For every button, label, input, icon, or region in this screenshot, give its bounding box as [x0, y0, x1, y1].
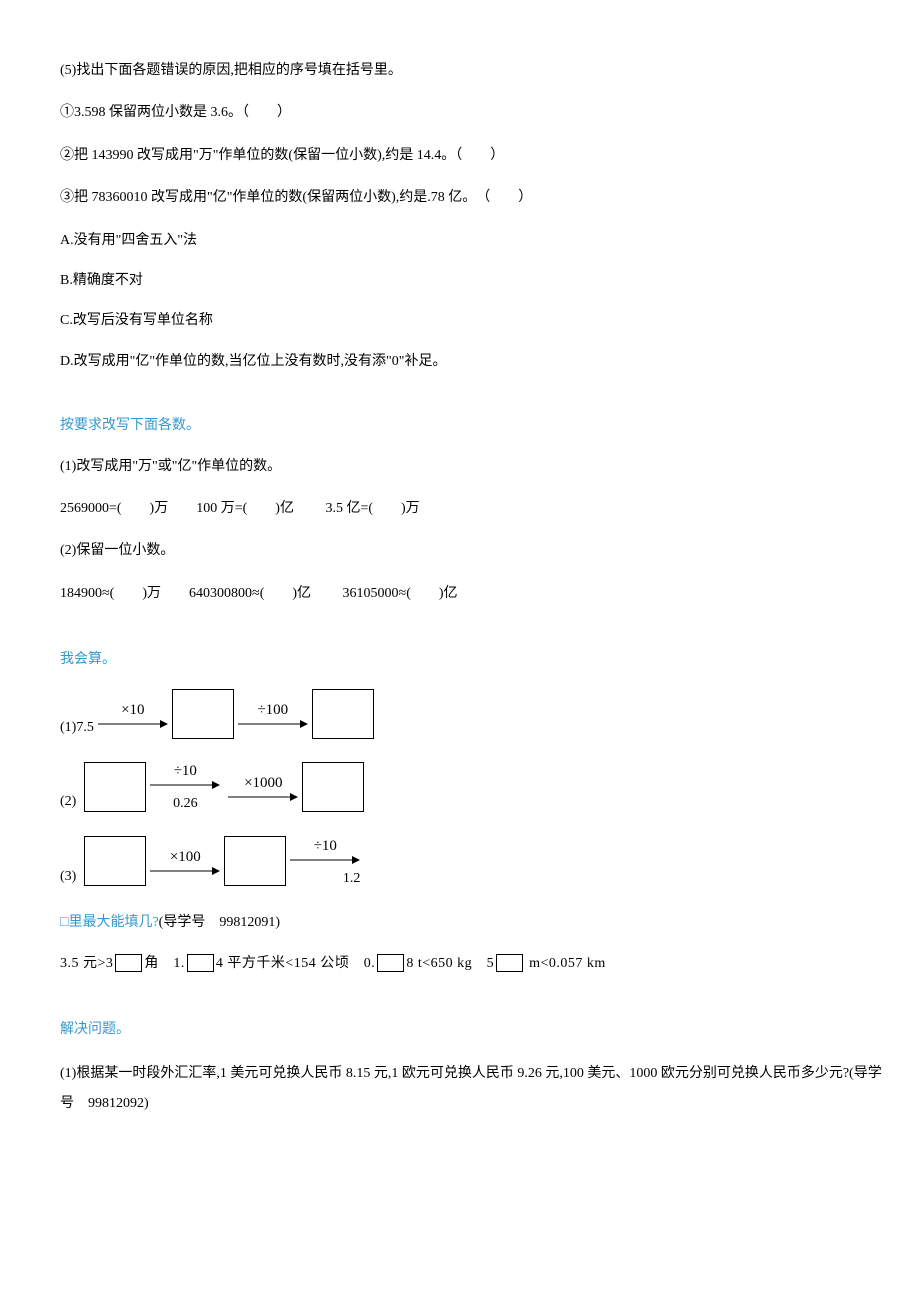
section-fill-header: □里最大能填几? — [60, 912, 159, 934]
fill-c: 4 平方千米<154 公顷 0. — [216, 956, 375, 971]
section-fill-header-wrap: □里最大能填几?(导学号 99812091) — [60, 912, 890, 934]
q5-option-b: B.精确度不对 — [60, 270, 890, 292]
rewrite-p2: (2)保留一位小数。 — [60, 540, 890, 562]
calc-box — [302, 762, 364, 812]
section-rewrite-header: 按要求改写下面各数。 — [60, 415, 200, 437]
q5-option-c: C.改写后没有写单位名称 — [60, 310, 890, 332]
calc-row-1: (1)7.5 ×10 ÷100 — [60, 689, 890, 739]
calc-box — [172, 689, 234, 739]
q5-option-d: D.改写成用"亿"作单位的数,当亿位上没有数时,没有添"0"补足。 — [60, 351, 890, 373]
fill-e: m<0.057 km — [525, 956, 606, 971]
arrow-icon — [150, 865, 220, 877]
arrow-icon — [290, 854, 360, 866]
q5-option-a: A.没有用"四舍五入"法 — [60, 230, 890, 252]
calc-row1-start: (1)7.5 — [60, 717, 94, 739]
arrow-icon — [150, 779, 220, 791]
section-solve-header: 解决问题。 — [60, 1019, 130, 1041]
fill-b: 角 1. — [144, 956, 185, 971]
q5-item1: ①3.598 保留两位小数是 3.6。（ ） — [60, 102, 890, 124]
calc-row3-label: (3) — [60, 866, 76, 888]
calc-row2-label: (2) — [60, 791, 76, 813]
solve-q1: (1)根据某一时段外汇汇率,1 美元可兑换人民币 8.15 元,1 欧元可兑换人… — [60, 1059, 890, 1118]
arrow-icon — [98, 718, 168, 730]
calc-box — [84, 836, 146, 886]
fill-d: 8 t<650 kg 5 — [406, 956, 494, 971]
arrow-icon — [228, 791, 298, 803]
rewrite-p1: (1)改写成用"万"或"亿"作单位的数。 — [60, 456, 890, 478]
rewrite-p2-items: 184900≈( )万 640300800≈( )亿 36105000≈( )亿 — [60, 583, 890, 605]
section-calc-header: 我会算。 — [60, 649, 116, 671]
rewrite-p1-items: 2569000=( )万 100 万=( )亿 3.5 亿=( )万 — [60, 498, 890, 520]
calc-box — [312, 689, 374, 739]
fill-a: 3.5 元>3 — [60, 956, 113, 971]
q5-stem: (5)找出下面各题错误的原因,把相应的序号填在括号里。 — [60, 60, 890, 82]
fill-box — [496, 954, 523, 972]
fill-items: 3.5 元>3角 1.4 平方千米<154 公顷 0.8 t<650 kg 5 … — [60, 953, 890, 975]
fill-box — [115, 954, 142, 972]
section-fill-guide: (导学号 99812091) — [159, 915, 280, 930]
fill-box — [187, 954, 214, 972]
fill-box — [377, 954, 404, 972]
calc-box — [84, 762, 146, 812]
calc-row3-end: 1.2 — [343, 868, 361, 890]
q5-item2: ②把 143990 改写成用"万"作单位的数(保留一位小数),约是 14.4。（… — [60, 145, 890, 167]
calc-box — [224, 836, 286, 886]
arrow-icon — [238, 718, 308, 730]
calc-row2-mid: 0.26 — [173, 793, 198, 815]
calc-row-3: (3) ×100 ÷10 1.2 — [60, 834, 890, 888]
calc-row-2: (2) ÷10 0.26 ×1000 — [60, 759, 890, 813]
q5-item3: ③把 78360010 改写成用"亿"作单位的数(保留两位小数),约是.78 亿… — [60, 187, 890, 209]
